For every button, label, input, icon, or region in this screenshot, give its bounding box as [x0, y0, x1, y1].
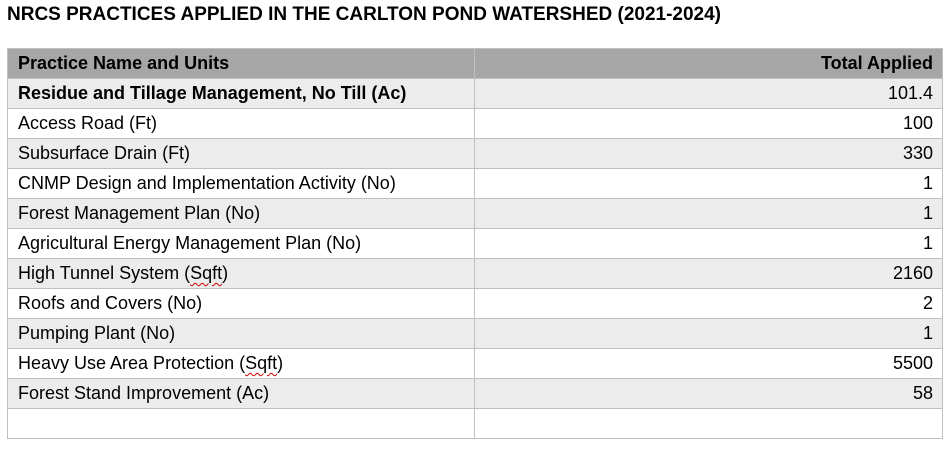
practice-name-cell: Residue and Tillage Management, No Till … — [7, 78, 475, 109]
spellcheck-flagged-word: Sqft — [190, 263, 223, 283]
total-applied-cell: 5500 — [474, 348, 943, 379]
total-applied-cell: 101.4 — [474, 78, 943, 109]
table-row: Agricultural Energy Management Plan (No)… — [7, 228, 943, 259]
total-applied-cell: 58 — [474, 378, 943, 409]
table-row: High Tunnel System (Sqft) 2160 — [7, 258, 943, 289]
column-header-total-applied: Total Applied — [474, 48, 943, 79]
table-row: Residue and Tillage Management, No Till … — [7, 78, 943, 109]
table-row: Roofs and Covers (No) 2 — [7, 288, 943, 319]
practice-name-cell: Access Road (Ft) — [7, 108, 475, 139]
total-applied-cell: 1 — [474, 228, 943, 259]
total-applied-cell: 1 — [474, 318, 943, 349]
practice-name-suffix: ) — [222, 263, 229, 283]
total-applied-cell: 1 — [474, 168, 943, 199]
practice-name-cell: CNMP Design and Implementation Activity … — [7, 168, 475, 199]
total-applied-cell: 1 — [474, 198, 943, 229]
practice-name-cell: Forest Management Plan (No) — [7, 198, 475, 229]
table-row: Heavy Use Area Protection (Sqft) 5500 — [7, 348, 943, 379]
practice-name-suffix: ) — [277, 353, 284, 373]
practices-table: Practice Name and Units Total Applied Re… — [7, 48, 943, 439]
practice-name-cell: Roofs and Covers (No) — [7, 288, 475, 319]
column-header-practice-name: Practice Name and Units — [7, 48, 475, 79]
table-header-row: Practice Name and Units Total Applied — [7, 48, 943, 79]
practice-name-prefix: High Tunnel System ( — [18, 263, 191, 283]
table-row: Access Road (Ft) 100 — [7, 108, 943, 139]
document-title: NRCS PRACTICES APPLIED IN THE CARLTON PO… — [7, 4, 722, 25]
practice-name-cell: Pumping Plant (No) — [7, 318, 475, 349]
table-row: Forest Stand Improvement (Ac) 58 — [7, 378, 943, 409]
table-row-empty — [7, 408, 943, 439]
total-applied-cell: 100 — [474, 108, 943, 139]
table-row: Forest Management Plan (No) 1 — [7, 198, 943, 229]
table-row: CNMP Design and Implementation Activity … — [7, 168, 943, 199]
practice-name-prefix: Heavy Use Area Protection ( — [18, 353, 246, 373]
practice-name-cell: Subsurface Drain (Ft) — [7, 138, 475, 169]
practice-name-cell: Forest Stand Improvement (Ac) — [7, 378, 475, 409]
table-row: Pumping Plant (No) 1 — [7, 318, 943, 349]
practice-name-cell: Agricultural Energy Management Plan (No) — [7, 228, 475, 259]
spellcheck-flagged-word: Sqft — [245, 353, 278, 373]
total-applied-cell: 330 — [474, 138, 943, 169]
practice-name-cell — [7, 408, 475, 439]
total-applied-cell — [474, 408, 943, 439]
practice-name-cell: Heavy Use Area Protection (Sqft) — [7, 348, 475, 379]
total-applied-cell: 2 — [474, 288, 943, 319]
practice-name-cell: High Tunnel System (Sqft) — [7, 258, 475, 289]
total-applied-cell: 2160 — [474, 258, 943, 289]
table-row: Subsurface Drain (Ft) 330 — [7, 138, 943, 169]
